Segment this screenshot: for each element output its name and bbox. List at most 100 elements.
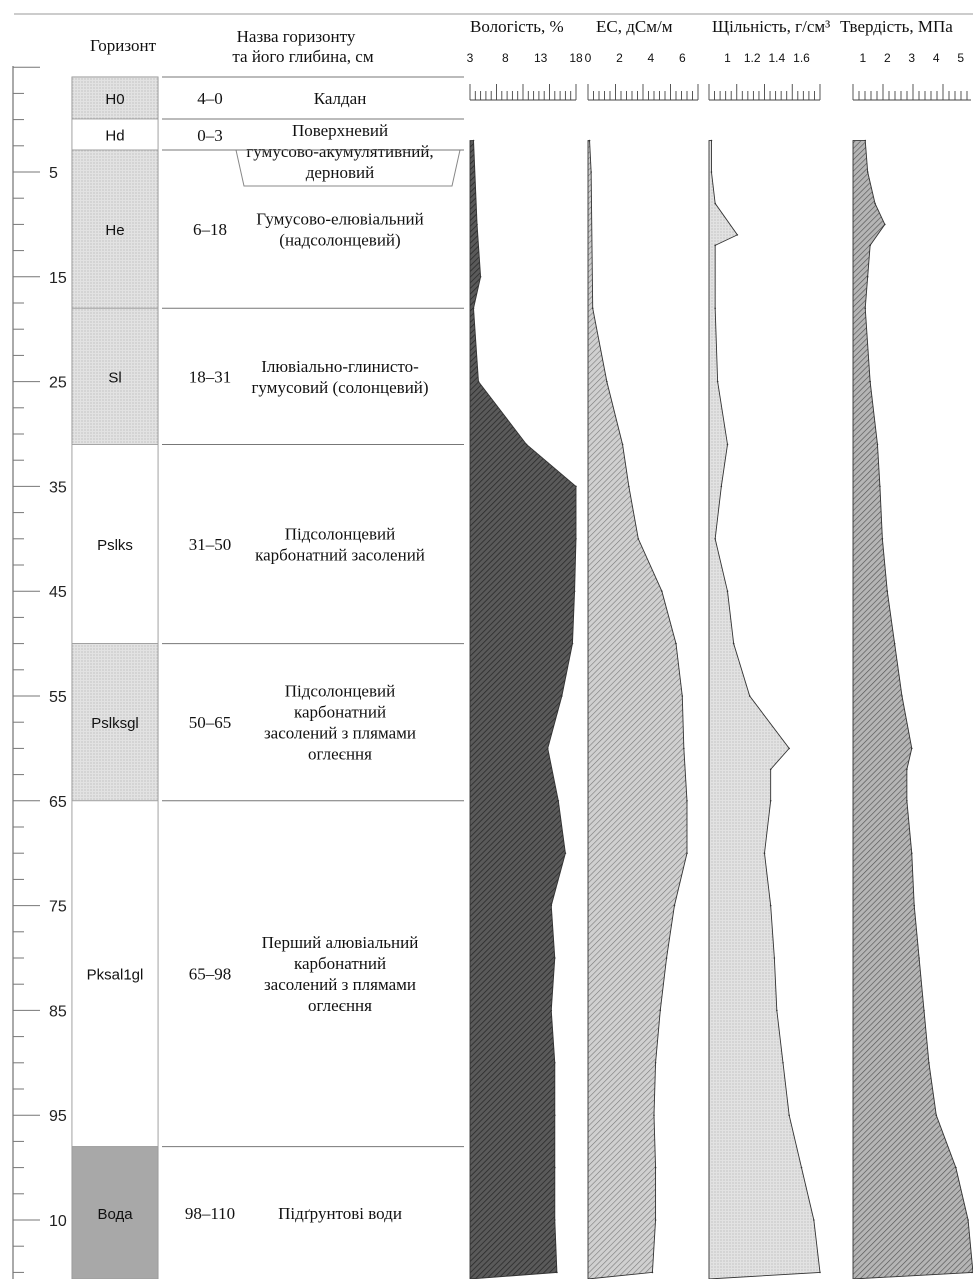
horizon-depth-range: 18–31: [189, 367, 232, 386]
chart-point: [554, 1062, 556, 1064]
horizon-depth-range: 98–110: [185, 1204, 235, 1223]
horizon-depth-range: 65–98: [189, 965, 232, 984]
chart-point: [557, 800, 560, 802]
chart-point: [869, 380, 871, 383]
horizon-code: Вода: [97, 1206, 133, 1223]
depth-tick-label: 55: [49, 689, 67, 706]
chart-point: [864, 307, 867, 310]
chart-point: [773, 957, 776, 959]
horizon-code: Sl: [108, 369, 121, 386]
chart-point: [788, 1114, 790, 1116]
chart-point: [910, 747, 913, 750]
depth-tick-label: 5: [49, 165, 58, 182]
chart-tick-label: 6: [679, 51, 686, 65]
horizon-code: Pslksgl: [91, 715, 139, 732]
chart-point: [525, 443, 528, 446]
chart-point: [621, 443, 624, 446]
chart-point: [606, 380, 608, 383]
horizon-depth-range: 0–3: [197, 126, 223, 145]
chart-tick-label: 8: [502, 51, 509, 65]
chart-point: [561, 695, 563, 697]
depth-scale: 5 15 25 35 45 55 65 75 85 95 10: [12, 66, 67, 1279]
horizon-name-line: Поверхневий: [292, 121, 388, 140]
horizon-descriptions: 4–0 Калдан 0–3 Поверхневий гумусово-акумулят…: [162, 76, 464, 1223]
chart-point: [874, 202, 876, 205]
chart-tick-label: 1.2: [744, 51, 761, 65]
chart-tick-label: 1: [724, 51, 731, 65]
horizon-cell-2: [71, 149, 159, 309]
horizon-cell-5: [71, 643, 159, 802]
horizon-name-line: гумусово-акумулятивний,: [246, 142, 433, 161]
chart-point: [472, 307, 475, 310]
chart-point: [800, 1166, 803, 1169]
horizon-code: Pslks: [97, 537, 133, 554]
chart-point: [813, 1219, 815, 1221]
chart-tick-label: 13: [534, 51, 548, 65]
chart-point: [651, 1271, 654, 1274]
chart-point: [637, 538, 640, 540]
depth-tick-label: 95: [49, 1108, 67, 1125]
chart-point: [550, 1009, 553, 1012]
chart-point: [681, 695, 684, 697]
chart-tick-label: 4: [933, 51, 940, 65]
chart-point: [710, 139, 713, 142]
chart-point: [906, 768, 908, 771]
chart-point: [659, 1009, 662, 1012]
chart-tick-label: 0: [585, 51, 592, 65]
chart-point: [714, 244, 716, 247]
chart-point: [720, 485, 723, 488]
depth-tick-label: 45: [49, 584, 67, 601]
chart-point: [923, 1009, 925, 1012]
name-header-line1: Назва горизонту: [237, 27, 356, 46]
chart-title: ЕС, дСм/м: [596, 17, 673, 36]
horizon-name-line: Калдан: [314, 89, 367, 108]
chart-point: [554, 1219, 556, 1221]
horizon-name-line: оглеєння: [308, 745, 372, 764]
chart-area: [852, 140, 973, 1279]
chart-point: [726, 443, 729, 446]
chart-point: [665, 957, 668, 959]
horizon-cell-3: [71, 307, 159, 445]
chart-point: [736, 234, 739, 236]
chart-point: [782, 1062, 784, 1064]
chart-point: [476, 223, 478, 226]
chart-point: [653, 1114, 655, 1116]
chart-point: [763, 852, 766, 854]
chart-point: [732, 642, 735, 645]
chart-point: [869, 244, 871, 247]
chart-tick-label: 1.4: [768, 51, 785, 65]
chart-tick-label: 3: [908, 51, 915, 65]
horizon-cell-4: [71, 444, 159, 645]
chart-point: [881, 538, 884, 540]
chart-point: [588, 139, 591, 142]
horizon-name-line: засолений з плямами: [264, 975, 416, 994]
chart-tick-label: 1: [859, 51, 866, 65]
chart-point: [955, 1166, 957, 1169]
chart-point: [571, 642, 574, 645]
depth-tick-label: 10: [49, 1213, 67, 1230]
chart-point: [477, 380, 480, 383]
chart-point: [654, 1166, 657, 1169]
chart-area: [469, 140, 577, 1279]
chart-panel-2: Щільність, г/см³ 1 1.2 1.4 1.6: [708, 17, 830, 1279]
horizon-depth-range: 31–50: [189, 535, 232, 554]
horizon-name-line: гумусовий (солонцевий): [251, 378, 428, 397]
chart-point: [910, 852, 913, 854]
horizon-name-line: дерновий: [306, 163, 375, 182]
depth-tick-label: 25: [49, 375, 67, 392]
chart-point: [893, 642, 896, 645]
depth-tick-label: 85: [49, 1003, 67, 1020]
chart-point: [575, 485, 577, 488]
chart-tick-label: 5: [957, 51, 964, 65]
horizon-code: Hd: [105, 128, 124, 145]
chart-point: [564, 852, 567, 854]
chart-point: [472, 139, 475, 142]
chart-point: [710, 171, 713, 173]
horizon-depth-range: 4–0: [197, 89, 223, 108]
chart-tick-label: 3: [467, 51, 474, 65]
chart-tick-label: 18: [569, 51, 583, 65]
depth-tick-label: 75: [49, 899, 67, 916]
chart-title: Твердість, МПа: [840, 17, 953, 36]
